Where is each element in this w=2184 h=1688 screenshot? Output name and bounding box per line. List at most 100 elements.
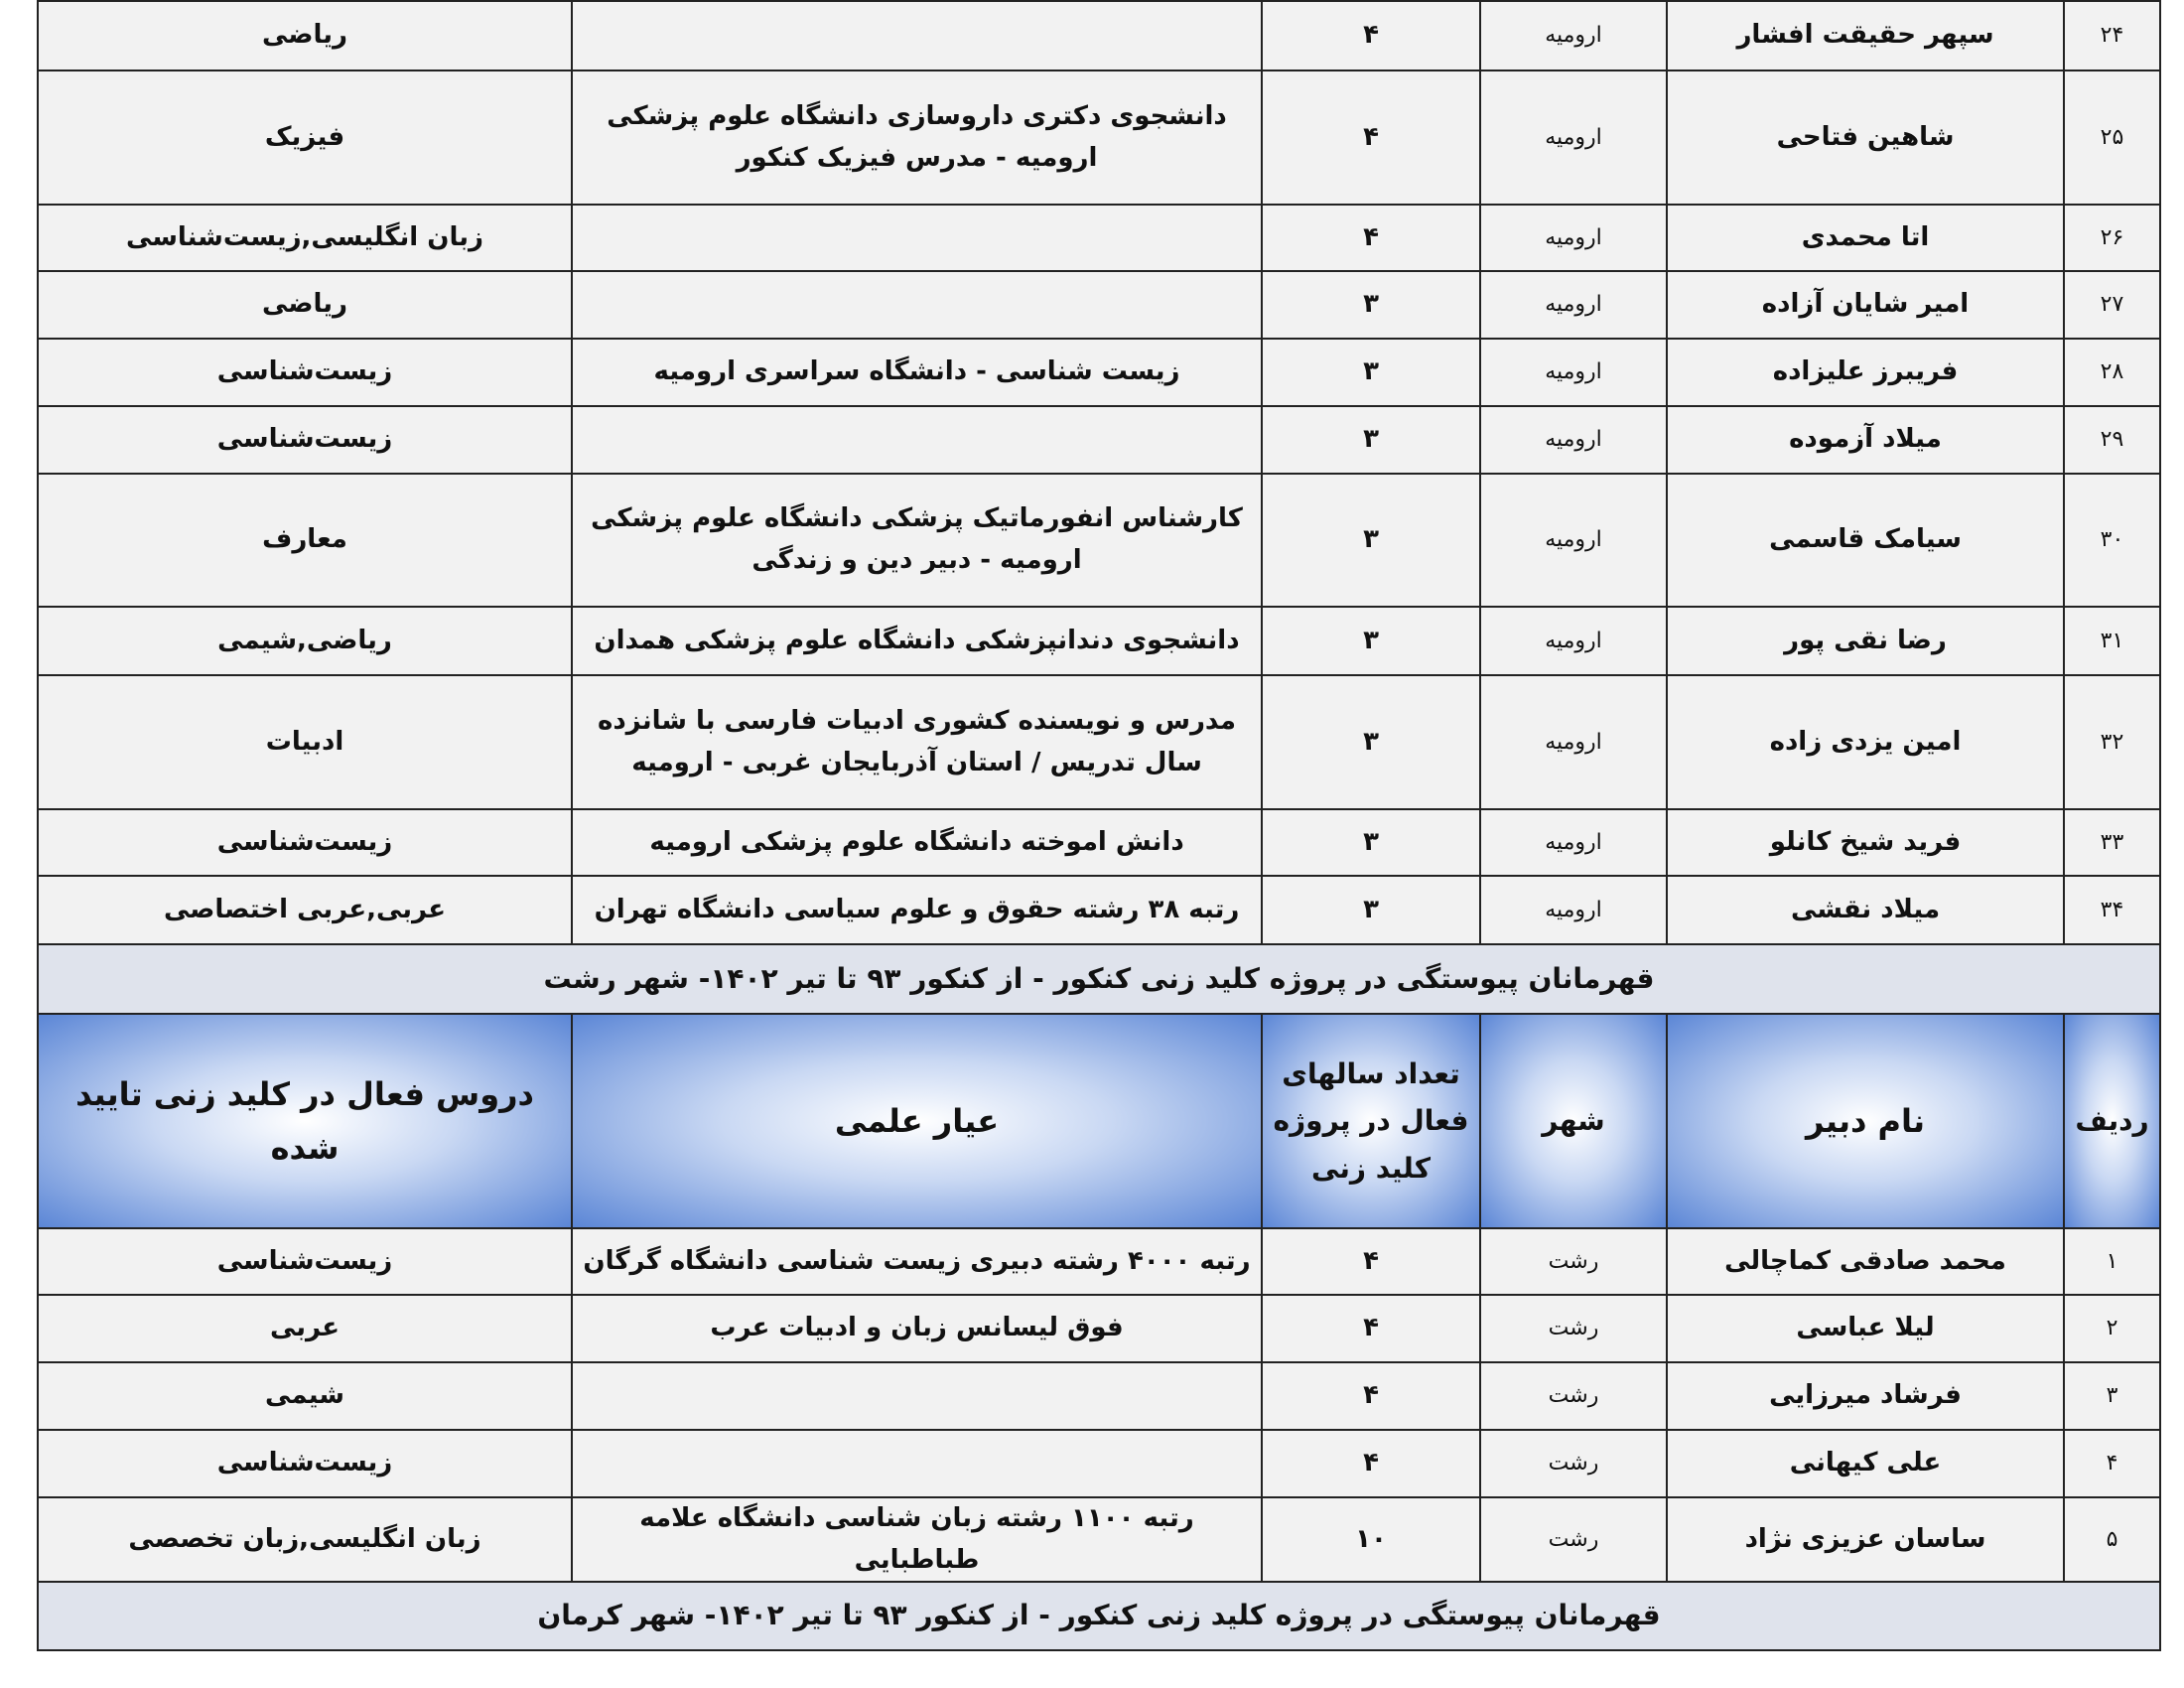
- table-row: ۲۶ اتا محمدی ارومیه ۴ زبان انگلیسی,زیست‌شناس…: [37, 204, 2161, 272]
- cell-city: ارومیه: [1479, 875, 1668, 945]
- cell-city: ارومیه: [1479, 338, 1668, 407]
- cell-subjects: زیست‌شناسی: [37, 808, 573, 877]
- table-row: ۳۰ سیامک قاسمی ارومیه ۳ کارشناس انفورماتیک پ…: [37, 473, 2161, 608]
- cell-n: ۱: [2063, 1227, 2161, 1296]
- table-row: ۳۲ امین یزدی زاده ارومیه ۳ مدرس و نویسنده کش…: [37, 674, 2161, 810]
- cell-city: ارومیه: [1479, 405, 1668, 475]
- cell-subjects: عربی: [37, 1294, 573, 1363]
- cell-credential: دانش اموخته دانشگاه علوم پزشکی ارومیه: [571, 808, 1263, 877]
- cell-years: ۳: [1261, 875, 1481, 945]
- cell-name: فرید شیخ کانلو: [1666, 808, 2065, 877]
- cell-credential: [571, 1429, 1263, 1498]
- cell-city: ارومیه: [1479, 674, 1668, 810]
- cell-name: رضا نقی پور: [1666, 606, 2065, 676]
- cell-city: ارومیه: [1479, 204, 1668, 272]
- cell-n: ۲۸: [2063, 338, 2161, 407]
- cell-years: ۴: [1261, 1361, 1481, 1431]
- cell-name: فرشاد میرزایی: [1666, 1361, 2065, 1431]
- section-title: قهرمانان پیوستگی در پروژه کلید زنی کنکور…: [37, 1581, 2161, 1652]
- cell-years: ۳: [1261, 473, 1481, 608]
- cell-name: امیر شایان آزاده: [1666, 270, 2065, 340]
- cell-credential: رتبه ۱۱۰۰ رشته زبان شناسی دانشگاه علامه …: [571, 1495, 1263, 1584]
- cell-credential: مدرس و نویسنده کشوری ادبیات فارسی با شان…: [571, 674, 1263, 810]
- cell-credential: [571, 405, 1263, 475]
- column-header-row: ردیف نام دبیر شهر تعداد سالهای فعال در پروژ…: [37, 1013, 2161, 1229]
- cell-credential: کارشناس انفورماتیک پزشکی دانشگاه علوم پز…: [571, 473, 1263, 608]
- table-row: ۱ محمد صادقی کماچالی رشت ۴ رتبه ۴۰۰۰ رشته دب…: [37, 1227, 2161, 1296]
- cell-credential: [571, 1361, 1263, 1431]
- column-header-n: ردیف: [2063, 1013, 2161, 1229]
- table-row: ۳ فرشاد میرزایی رشت ۴ شیمی: [37, 1361, 2161, 1431]
- cell-name: امین یزدی زاده: [1666, 674, 2065, 810]
- cell-years: ۴: [1261, 1227, 1481, 1296]
- cell-n: ۲: [2063, 1294, 2161, 1363]
- teachers-table: ۲۴ سپهر حقیقت افشار ارومیه ۴ ریاضی ۲۵ شاهین فت…: [37, 0, 2161, 1652]
- cell-credential: دانشجوی دکتری داروسازی دانشگاه علوم پزشک…: [571, 70, 1263, 206]
- cell-years: ۴: [1261, 204, 1481, 272]
- cell-years: ۴: [1261, 1294, 1481, 1363]
- cell-n: ۲۹: [2063, 405, 2161, 475]
- cell-years: ۴: [1261, 70, 1481, 206]
- table-row: ۳۳ فرید شیخ کانلو ارومیه ۳ دانش اموخته دانشگ…: [37, 808, 2161, 877]
- table-row: ۲ لیلا عباسی رشت ۴ فوق لیسانس زبان و ادبیات …: [37, 1294, 2161, 1363]
- cell-subjects: عربی,عربی اختصاصی: [37, 875, 573, 945]
- cell-years: ۳: [1261, 270, 1481, 340]
- cell-credential: [571, 204, 1263, 272]
- cell-city: ارومیه: [1479, 70, 1668, 206]
- cell-n: ۲۵: [2063, 70, 2161, 206]
- cell-years: ۳: [1261, 606, 1481, 676]
- cell-n: ۳۲: [2063, 674, 2161, 810]
- cell-city: رشت: [1479, 1361, 1668, 1431]
- cell-years: ۴: [1261, 1429, 1481, 1498]
- cell-name: میلاد آزموده: [1666, 405, 2065, 475]
- cell-subjects: زبان انگلیسی,زیست‌شناسی: [37, 204, 573, 272]
- cell-name: لیلا عباسی: [1666, 1294, 2065, 1363]
- cell-n: ۳۱: [2063, 606, 2161, 676]
- cell-years: ۴: [1261, 0, 1481, 71]
- table-row: ۴ علی کیهانی رشت ۴ زیست‌شناسی: [37, 1429, 2161, 1498]
- cell-years: ۳: [1261, 405, 1481, 475]
- table-row: ۳۴ میلاد نقشی ارومیه ۳ رتبه ۳۸ رشته حقوق و ع…: [37, 875, 2161, 945]
- cell-name: سپهر حقیقت افشار: [1666, 0, 2065, 71]
- cell-subjects: زیست‌شناسی: [37, 1429, 573, 1498]
- cell-city: ارومیه: [1479, 0, 1668, 71]
- cell-city: ارومیه: [1479, 270, 1668, 340]
- cell-subjects: معارف: [37, 473, 573, 608]
- cell-credential: [571, 0, 1263, 71]
- cell-name: شاهین فتاحی: [1666, 70, 2065, 206]
- cell-credential: فوق لیسانس زبان و ادبیات عرب: [571, 1294, 1263, 1363]
- column-header-subjects: دروس فعال در کلید زنی تایید شده: [37, 1013, 573, 1229]
- cell-subjects: زیست‌شناسی: [37, 405, 573, 475]
- section-header: قهرمانان پیوستگی در پروژه کلید زنی کنکور…: [37, 943, 2161, 1015]
- table-row: ۲۷ امیر شایان آزاده ارومیه ۳ ریاضی: [37, 270, 2161, 340]
- cell-subjects: شیمی: [37, 1361, 573, 1431]
- cell-n: ۳۰: [2063, 473, 2161, 608]
- cell-credential: رتبه ۴۰۰۰ رشته دبیری زیست شناسی دانشگاه …: [571, 1227, 1263, 1296]
- cell-city: رشت: [1479, 1495, 1668, 1584]
- cell-years: ۳: [1261, 674, 1481, 810]
- cell-city: رشت: [1479, 1294, 1668, 1363]
- cell-name: ساسان عزیزی نژاد: [1666, 1495, 2065, 1584]
- table-row: ۲۹ میلاد آزموده ارومیه ۳ زیست‌شناسی: [37, 405, 2161, 475]
- cell-city: رشت: [1479, 1227, 1668, 1296]
- cell-years: ۳: [1261, 808, 1481, 877]
- table-row: ۵ ساسان عزیزی نژاد رشت ۱۰ رتبه ۱۱۰۰ رشته زبا…: [37, 1495, 2161, 1584]
- section-header: قهرمانان پیوستگی در پروژه کلید زنی کنکور…: [37, 1581, 2161, 1652]
- cell-years: ۱۰: [1261, 1495, 1481, 1584]
- cell-name: میلاد نقشی: [1666, 875, 2065, 945]
- cell-n: ۲۶: [2063, 204, 2161, 272]
- table-row: ۲۵ شاهین فتاحی ارومیه ۴ دانشجوی دکتری داروسا…: [37, 70, 2161, 206]
- cell-credential: زیست شناسی - دانشگاه سراسری ارومیه: [571, 338, 1263, 407]
- cell-n: ۲۷: [2063, 270, 2161, 340]
- cell-name: سیامک قاسمی: [1666, 473, 2065, 608]
- table-row: ۳۱ رضا نقی پور ارومیه ۳ دانشجوی دندانپزشکی د…: [37, 606, 2161, 676]
- cell-city: رشت: [1479, 1429, 1668, 1498]
- cell-city: ارومیه: [1479, 808, 1668, 877]
- cell-n: ۳۳: [2063, 808, 2161, 877]
- cell-n: ۴: [2063, 1429, 2161, 1498]
- column-header-name: نام دبیر: [1666, 1013, 2065, 1229]
- cell-subjects: زبان انگلیسی,زبان تخصصی: [37, 1495, 573, 1584]
- cell-subjects: ریاضی: [37, 270, 573, 340]
- cell-n: ۲۴: [2063, 0, 2161, 71]
- cell-subjects: زیست‌شناسی: [37, 338, 573, 407]
